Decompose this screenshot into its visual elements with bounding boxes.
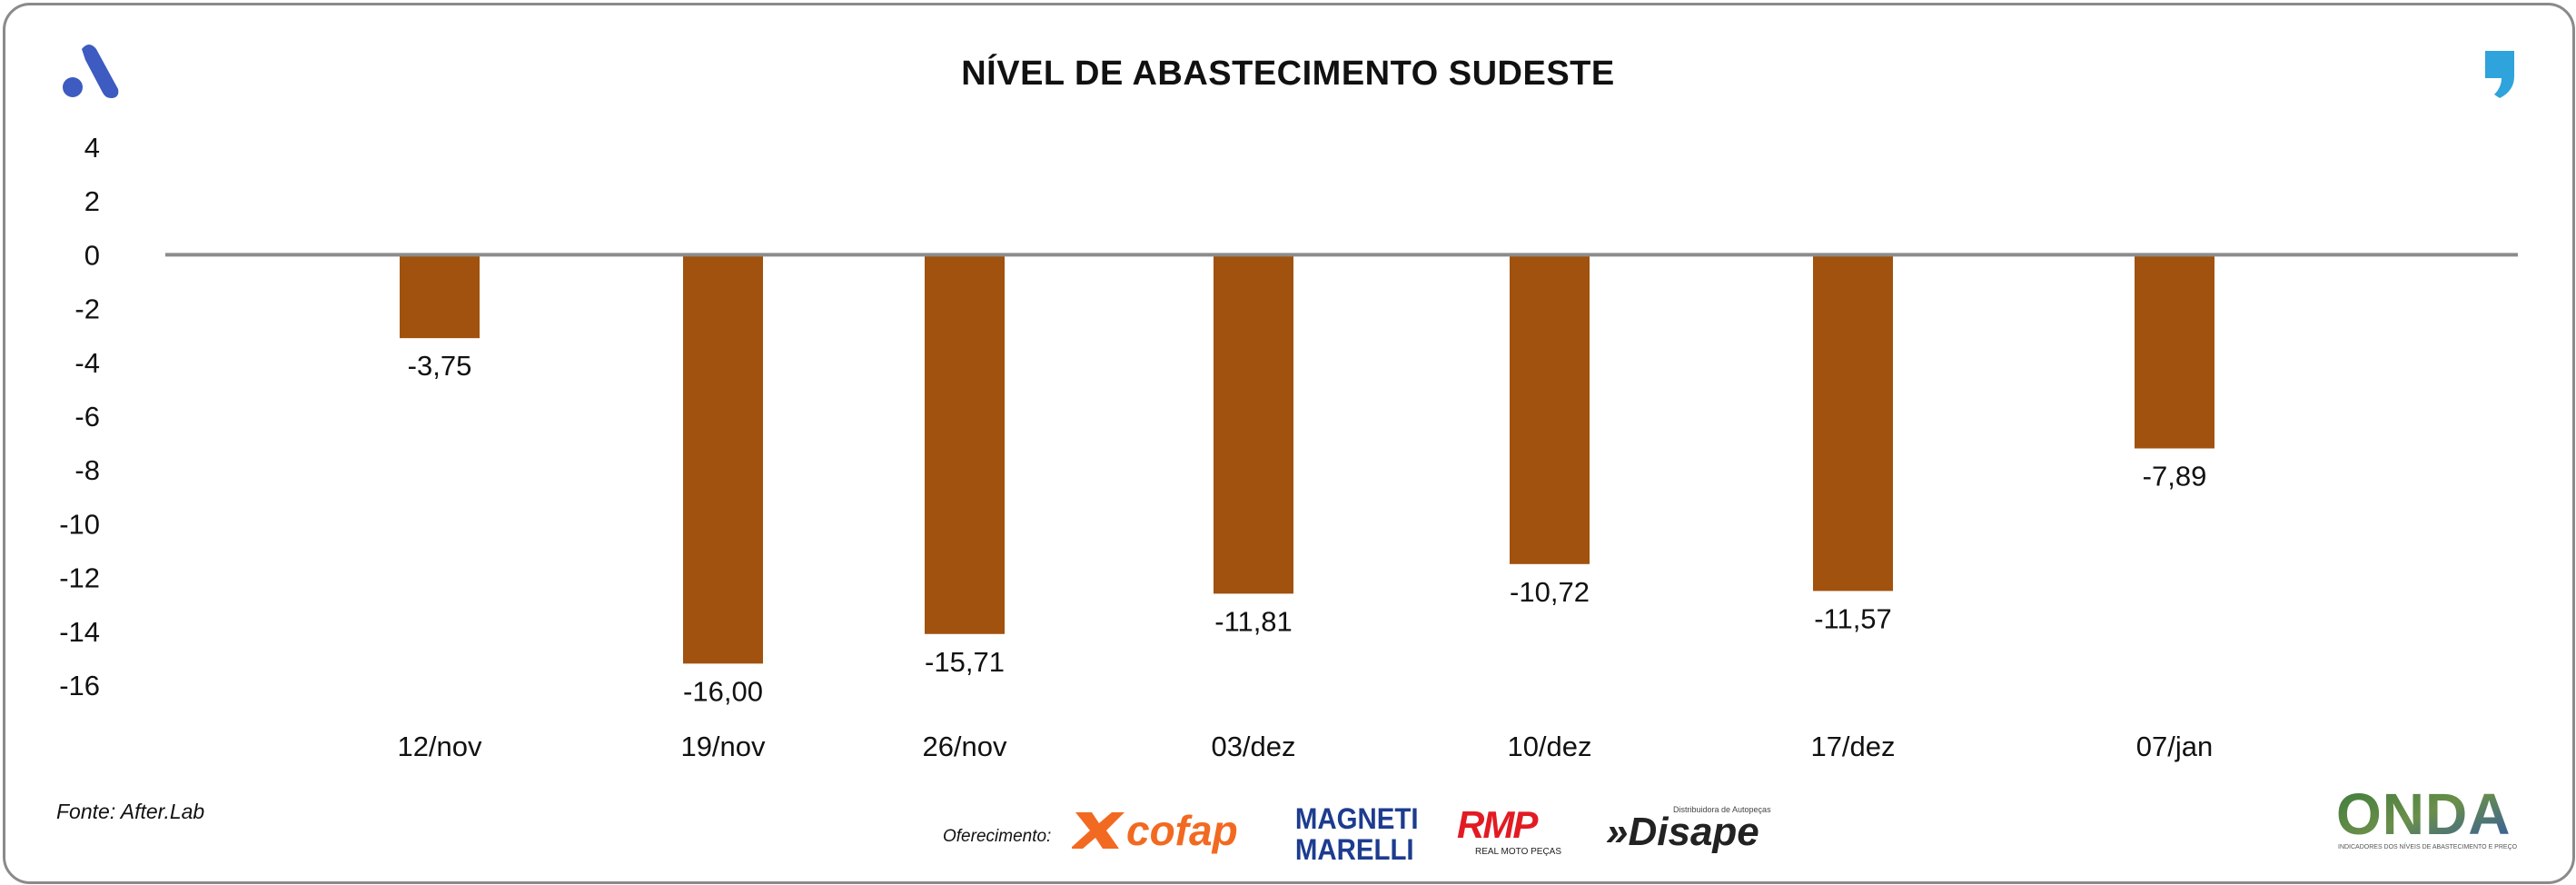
magneti-logo-line2: MARELLI [1295,833,1414,865]
data-label: -16,00 [683,675,763,707]
disape-logo-text: »Disape [1606,810,1759,854]
stylized-a-logo-icon [63,45,119,98]
data-label: -7,89 [2143,461,2207,492]
rmp-logo-text: RMP [1457,803,1539,846]
sponsor-label: Oferecimento: [943,827,1052,846]
comma-quote-logo-icon [2485,51,2514,98]
y-tick-label: -4 [74,347,100,379]
x-tick-label: 10/dez [1507,731,1591,762]
data-label: -11,81 [1214,605,1293,637]
y-tick-label: 2 [84,185,100,217]
y-tick-label: -10 [59,508,100,540]
disape-logo-subtext: Distribuidora de Autopeças [1673,805,1771,814]
onda-logo-text: ONDA [2336,781,2511,847]
data-label: -3,75 [408,350,472,382]
data-label: -10,72 [1510,576,1590,608]
disape-logo: Distribuidora de Autopeças »Disape [1606,805,1771,854]
onda-logo-subtext: INDICADORES DOS NÍVEIS DE ABASTECIMENTO … [2338,842,2518,850]
onda-logo: ONDA INDICADORES DOS NÍVEIS DE ABASTECIM… [2336,781,2518,850]
cofap-logo-text: cofap [1126,807,1238,854]
cofap-logo: cofap [1072,807,1238,854]
y-tick-label: -16 [59,670,100,701]
x-tick-label: 17/dez [1810,731,1895,762]
y-tick-label: -8 [74,454,100,486]
y-tick-label: -6 [74,401,100,433]
bar [400,254,480,339]
bar [1214,254,1293,594]
x-tick-label: 12/nov [397,731,482,762]
magneti-marelli-logo: MAGNETI MARELLI [1295,802,1419,865]
bar [1813,254,1893,592]
magneti-logo-line1: MAGNETI [1295,802,1419,835]
rmp-logo-subtext: REAL MOTO PEÇAS [1475,847,1561,857]
rmp-logo: RMP REAL MOTO PEÇAS [1453,803,1584,857]
x-tick-label: 03/dez [1211,731,1295,762]
y-tick-label: 4 [84,132,100,164]
bar [2135,254,2214,449]
x-tick-label: 07/jan [2136,731,2213,762]
bar [925,254,1005,634]
data-label: -11,57 [1814,602,1892,634]
y-tick-label: 0 [84,239,100,271]
x-tick-label: 26/nov [922,731,1007,762]
y-tick-label: -14 [59,616,100,648]
x-tick-label: 19/nov [680,731,766,762]
chart-title: NÍVEL DE ABASTECIMENTO SUDESTE [961,55,1615,93]
y-tick-label: -2 [74,293,100,325]
bar [683,254,763,664]
bar [1510,254,1590,564]
data-label: -15,71 [925,646,1005,678]
y-tick-label: -12 [59,562,100,594]
source-note: Fonte: After.Lab [56,800,205,823]
